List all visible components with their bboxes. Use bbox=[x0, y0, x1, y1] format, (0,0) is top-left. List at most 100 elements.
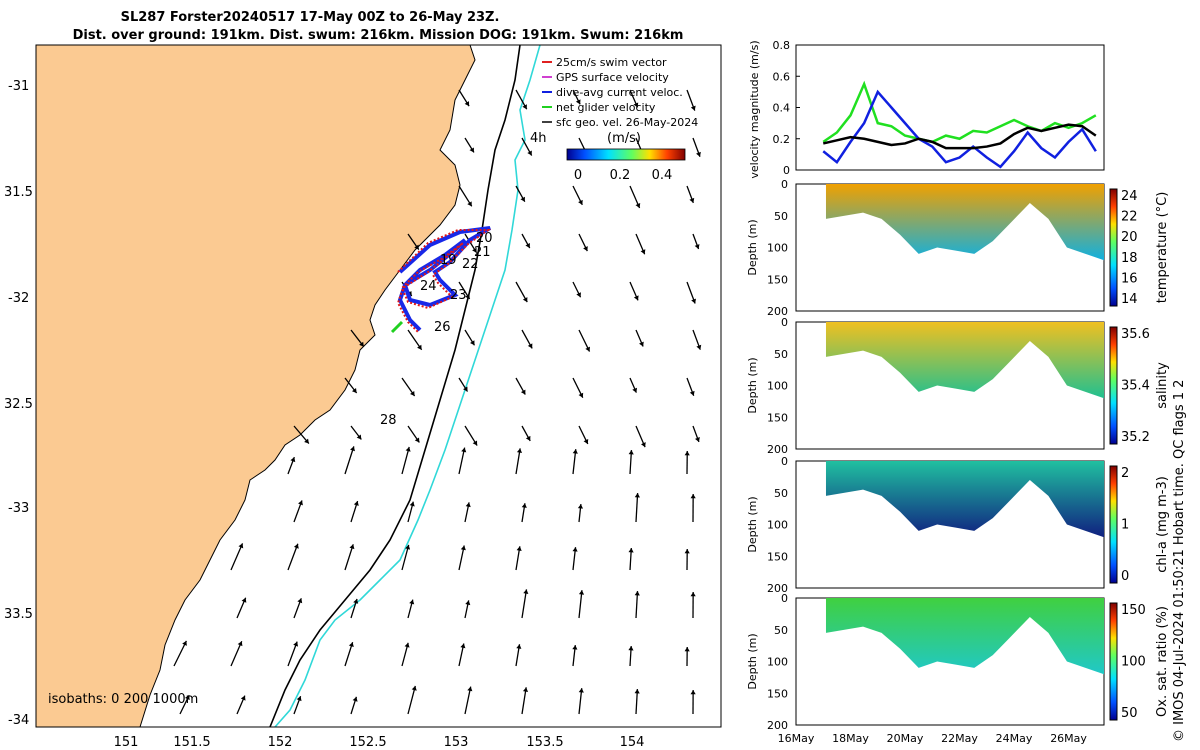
vel-y-tick: 0.4 bbox=[773, 102, 791, 115]
velocity-arrow bbox=[578, 590, 583, 619]
depth-ylabel: Depth (m) bbox=[746, 633, 759, 689]
isobath-text: isobaths: 0 200 1000m bbox=[48, 692, 198, 707]
velocity-panel bbox=[795, 44, 1105, 171]
vel-y-tick: 0.6 bbox=[773, 70, 791, 83]
velocity-arrow bbox=[401, 446, 410, 475]
arrow-head bbox=[633, 295, 639, 301]
arrow-head bbox=[684, 451, 690, 456]
arrow-head bbox=[695, 437, 700, 442]
arrow-head bbox=[634, 591, 640, 596]
title-line1: SL287 Forster20240517 17-May 00Z to 26-M… bbox=[121, 10, 500, 25]
velocity-arrow bbox=[635, 591, 639, 619]
depth-section bbox=[825, 598, 1104, 675]
arrow-head bbox=[689, 390, 695, 396]
arrow-head bbox=[583, 438, 589, 444]
arrow-head bbox=[635, 203, 641, 209]
legend-sfc-geo-vel: sfc geo. vel. 26-May-2024 bbox=[556, 116, 698, 129]
depth-y-tick: 100 bbox=[767, 519, 788, 532]
track-label-20: 20 bbox=[476, 231, 493, 246]
x-tick: 151.5 bbox=[173, 735, 210, 750]
time-tick: 20May bbox=[887, 732, 924, 745]
y-tick: -31 bbox=[8, 79, 29, 94]
x-tick: 153 bbox=[444, 735, 469, 750]
depth-y-tick: 200 bbox=[767, 305, 788, 318]
velocity-arrow bbox=[230, 640, 243, 667]
arrow-head bbox=[522, 297, 528, 303]
arrow-head bbox=[414, 437, 420, 443]
time-tick: 16May bbox=[778, 732, 815, 745]
cb-tick: 35.4 bbox=[1121, 379, 1150, 394]
arrow-head bbox=[465, 293, 470, 299]
glider-track-blue bbox=[397, 226, 492, 332]
velocity-arrow bbox=[287, 641, 298, 667]
arrow-head bbox=[460, 643, 466, 649]
arrow-head bbox=[417, 344, 422, 350]
cb-label: Ox. sat. ratio (%) bbox=[1155, 606, 1170, 717]
arrow-head bbox=[349, 544, 355, 550]
panel-colorbar bbox=[1109, 188, 1118, 307]
cb-tick: 150 bbox=[1121, 603, 1146, 618]
track-label-19: 19 bbox=[440, 253, 457, 268]
arrow-head bbox=[694, 244, 700, 250]
arrow-head bbox=[472, 440, 478, 446]
arrow-head bbox=[293, 543, 299, 549]
depth-section bbox=[825, 184, 1104, 261]
cb-tick: 35.6 bbox=[1121, 327, 1150, 342]
velocity-arrow bbox=[230, 543, 244, 571]
y-tick: -33 bbox=[8, 501, 29, 516]
cb-tick: 1 bbox=[1121, 518, 1129, 533]
depth-y-tick: 50 bbox=[774, 348, 788, 361]
cb-tick: 50 bbox=[1121, 706, 1138, 721]
arrow-head bbox=[628, 548, 634, 553]
map-legend: 25cm/s swim vector GPS surface velocity … bbox=[530, 56, 698, 183]
cb-tick: 16 bbox=[1121, 271, 1138, 286]
arrow-head bbox=[691, 298, 697, 304]
arrow-head bbox=[516, 644, 522, 649]
arrow-head bbox=[409, 501, 415, 507]
x-tick: 152 bbox=[268, 735, 293, 750]
arrow-head bbox=[684, 549, 690, 554]
vel-y-tick: 0.8 bbox=[773, 39, 791, 52]
arrow-head bbox=[572, 547, 578, 552]
arrow-head bbox=[576, 292, 581, 298]
cb-label: salinity bbox=[1155, 362, 1170, 409]
depth-y-tick: 0 bbox=[781, 178, 788, 191]
velocity-arrow bbox=[344, 544, 354, 571]
vel-y-tick: 0 bbox=[783, 164, 790, 177]
depth-y-tick: 150 bbox=[767, 411, 788, 424]
velocity-series-line bbox=[822, 123, 1097, 150]
track-label-21: 21 bbox=[474, 245, 491, 260]
arrow-head bbox=[525, 435, 531, 441]
y-tick: 33.5 bbox=[4, 607, 33, 622]
arrow-head bbox=[689, 197, 695, 203]
vel-y-tick: 0.2 bbox=[773, 133, 791, 146]
arrow-head bbox=[470, 340, 475, 346]
glider-track-red bbox=[396, 229, 492, 333]
cb-tick: 100 bbox=[1121, 655, 1146, 670]
y-tick: -34 bbox=[8, 713, 29, 728]
isobath-200m bbox=[274, 45, 541, 727]
legend-swim-vector: 25cm/s swim vector bbox=[556, 56, 667, 69]
arrow-head bbox=[404, 642, 410, 648]
cb-tick: 2 bbox=[1121, 466, 1129, 481]
arrow-head bbox=[405, 544, 411, 550]
velocity-arrow bbox=[401, 544, 410, 571]
legend-dive-avg: dive-avg current veloc. bbox=[556, 86, 683, 99]
arrow-head bbox=[182, 640, 187, 646]
arrow-head bbox=[460, 545, 466, 551]
land-mass bbox=[36, 45, 476, 727]
map-panel: 20 21 22 23 24 26 28 19 25cm/s swim vect… bbox=[4, 44, 722, 750]
arrow-head bbox=[585, 346, 590, 352]
arrow-head bbox=[639, 341, 644, 347]
arrow-head bbox=[572, 449, 578, 454]
depth-ylabel: Depth (m) bbox=[746, 219, 759, 275]
arrow-head bbox=[410, 391, 415, 397]
x-tick: 152.5 bbox=[349, 735, 386, 750]
arrow-head bbox=[463, 386, 468, 392]
velocity-arrow bbox=[458, 447, 466, 475]
track-label-26: 26 bbox=[434, 320, 451, 335]
arrow-head bbox=[527, 150, 532, 156]
arrow-head bbox=[572, 645, 578, 650]
arrow-head bbox=[465, 600, 471, 606]
arrow-head bbox=[578, 392, 584, 398]
